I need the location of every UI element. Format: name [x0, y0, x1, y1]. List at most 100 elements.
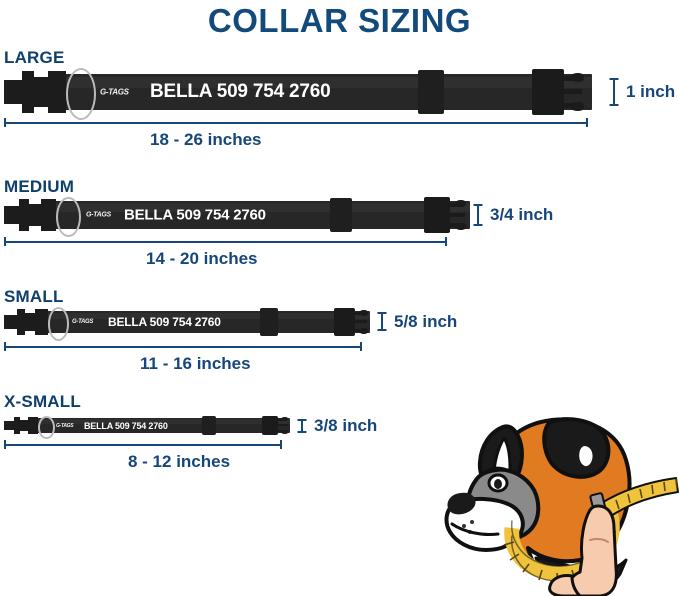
caliper-cap-bottom	[473, 224, 483, 226]
caliper-cap-bottom	[609, 104, 619, 106]
caliper-cap-top	[473, 204, 483, 206]
caliper-cap-top	[297, 419, 307, 421]
dog-ear-right-highlight	[579, 446, 593, 467]
buckle-prong-bottom-tip	[455, 223, 466, 230]
collar-band-highlight	[4, 76, 592, 88]
size-label-xsmall: X-SMALL	[4, 392, 81, 411]
brand-mark: G-TAGS	[100, 87, 129, 97]
dog-whisker-dot	[462, 524, 466, 528]
width-caliper-xsmall	[296, 419, 308, 433]
dimension-tick-right	[280, 440, 282, 449]
buckle-prong-bottom-tip	[570, 102, 584, 111]
caliper-cap-bottom	[297, 431, 307, 433]
dog-nose	[447, 492, 476, 515]
buckle-prong-bottom-tip	[359, 328, 368, 334]
buckle	[334, 307, 355, 337]
width-value-small: 5/8 inch	[394, 312, 458, 331]
strap-notch-top	[4, 71, 22, 81]
dimension-tick-right	[360, 342, 362, 351]
width-caliper-medium	[472, 204, 484, 226]
size-row-large: LARGE G-TAGS BELLA 509 754 2760	[0, 48, 679, 188]
collar-graphic-medium: G-TAGS BELLA 509 754 2760	[4, 196, 470, 238]
strap-notch-bottom	[4, 103, 22, 113]
strap-waist-top	[29, 198, 41, 204]
size-label-large: LARGE	[4, 48, 65, 67]
brand-mark: G-TAGS	[86, 211, 111, 219]
buckle-prong-top-tip	[281, 417, 288, 421]
buckle-prong-top	[560, 76, 578, 81]
collar-band	[4, 201, 470, 229]
strap-waist-top	[25, 309, 35, 314]
width-caliper-large	[608, 78, 620, 106]
engraved-text: BELLA 509 754 2760	[108, 315, 221, 329]
width-value-large: 1 inch	[626, 82, 676, 101]
collar-strap-end	[4, 416, 38, 435]
collar-strap-end	[4, 309, 48, 335]
dog-whisker-dot	[470, 520, 474, 524]
collar-band-highlight	[4, 419, 290, 424]
d-ring	[56, 196, 81, 238]
collar-band	[4, 74, 592, 110]
length-dimension-line-xsmall	[4, 440, 282, 449]
strap-waist-top	[34, 71, 48, 78]
strap-waist-bottom	[34, 106, 48, 113]
dimension-rule	[4, 122, 588, 124]
size-row-medium: MEDIUM G-TAGS BELLA 509 754 2760	[0, 177, 679, 307]
length-dimension-line-large	[4, 118, 588, 127]
buckle-prong-bottom	[352, 329, 364, 332]
collar-band	[4, 418, 290, 433]
caliper-stem	[301, 419, 303, 433]
caliper-stem	[613, 78, 615, 106]
length-value-medium: 14 - 20 inches	[146, 249, 258, 268]
width-caliper-small	[376, 312, 388, 331]
collar-graphic-large: G-TAGS BELLA 509 754 2760	[4, 68, 592, 120]
strap-notch-bottom	[4, 328, 17, 335]
strap-waist-bottom	[29, 226, 41, 232]
caliper-cap-top	[609, 78, 619, 80]
buckle-prong-top-tip	[455, 200, 466, 207]
collar-strap-end	[4, 71, 66, 113]
strap-notch-top	[4, 416, 14, 421]
buckle	[424, 197, 450, 233]
strap-waist-top	[20, 416, 28, 420]
buckle-prong-middle	[352, 320, 367, 323]
keeper-loop	[418, 69, 444, 115]
keeper-loop	[330, 197, 352, 233]
dimension-tick-left	[4, 440, 6, 449]
buckle-prong-middle	[447, 213, 465, 217]
collar-graphic-xsmall: G-TAGS BELLA 509 754 2760	[4, 415, 290, 440]
d-ring	[38, 415, 55, 440]
dog-brow	[484, 466, 510, 474]
size-row-small: SMALL G-TAGS BELLA 509 754 2760	[0, 287, 679, 407]
buckle-prong-bottom-tip	[281, 430, 288, 434]
dimension-tick-left	[4, 237, 6, 246]
page-title: COLLAR SIZING	[207, 2, 472, 39]
buckle-prong-top-tip	[359, 310, 368, 316]
engraved-text: BELLA 509 754 2760	[84, 420, 168, 431]
caliper-cap-bottom	[377, 329, 387, 331]
finger-knuckle-crease	[589, 537, 609, 543]
buckle-prong-middle	[276, 424, 288, 426]
dimension-tick-left	[4, 342, 6, 351]
dimension-rule	[4, 346, 362, 348]
measuring-tape-tail-ticks	[615, 478, 678, 510]
boxer-dog-illustration	[440, 408, 679, 596]
collar-band-highlight	[4, 312, 370, 320]
size-label-medium: MEDIUM	[4, 177, 75, 196]
strap-notch-top	[4, 309, 17, 316]
dimension-rule	[4, 444, 282, 446]
length-value-xsmall: 8 - 12 inches	[128, 452, 231, 471]
buckle-prong-bottom	[560, 103, 578, 108]
dog-ear-right	[542, 417, 611, 479]
collar-band-highlight	[4, 203, 470, 212]
dimension-tick-left	[4, 118, 6, 127]
strap-notch-top	[4, 198, 19, 206]
dimension-rule	[4, 241, 447, 243]
dimension-tick-right	[445, 237, 447, 246]
d-ring	[48, 307, 69, 341]
width-value-medium: 3/4 inch	[490, 205, 554, 224]
size-row-xsmall: X-SMALL G-TAGS BELLA 509 754 2760	[0, 392, 679, 502]
engraved-text: BELLA 509 754 2760	[150, 81, 331, 102]
strap-notch-bottom	[4, 224, 19, 232]
